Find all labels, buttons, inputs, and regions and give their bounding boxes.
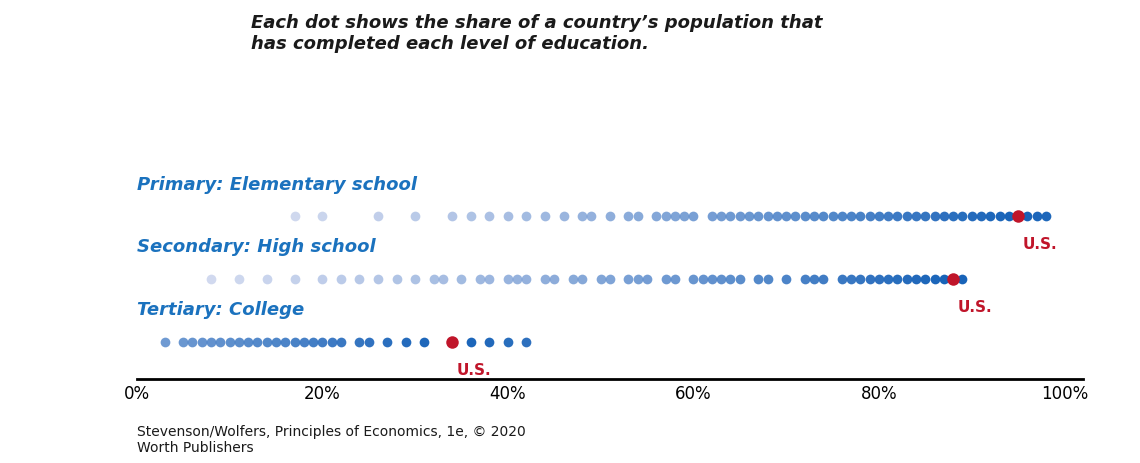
Text: U.S.: U.S. (1023, 237, 1057, 252)
Text: Secondary: High school: Secondary: High school (137, 238, 375, 256)
Text: U.S.: U.S. (457, 362, 491, 377)
Text: Stevenson/Wolfers, Principles of Economics, 1e, © 2020
Worth Publishers: Stevenson/Wolfers, Principles of Economi… (137, 424, 526, 454)
Text: U.S.: U.S. (958, 300, 993, 314)
Text: Primary: Elementary school: Primary: Elementary school (137, 175, 417, 193)
Text: Each dot shows the share of a country’s population that
has completed each level: Each dot shows the share of a country’s … (251, 14, 822, 53)
Text: Tertiary: College: Tertiary: College (137, 300, 304, 318)
